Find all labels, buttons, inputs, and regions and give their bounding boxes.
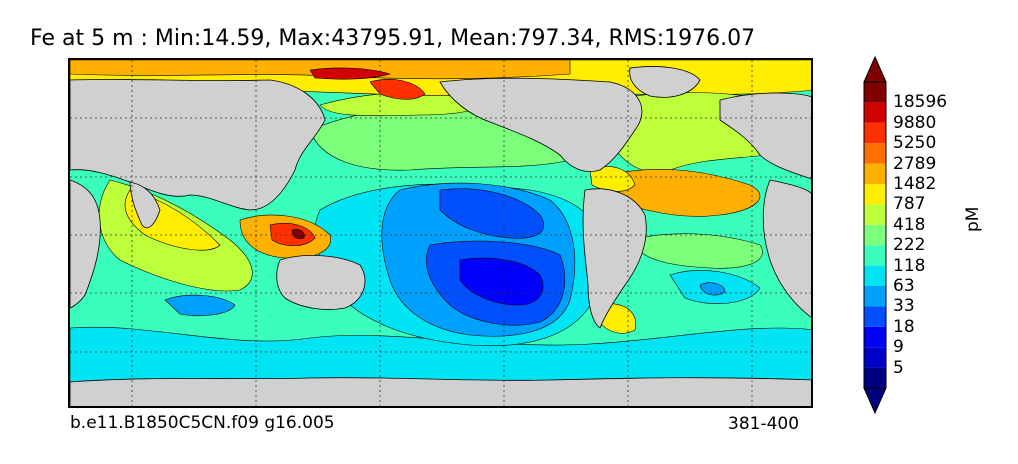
year-range-caption: 381-400: [728, 414, 800, 434]
colorbar-tick-label: 418: [893, 214, 926, 235]
colorbar-tick-label: 222: [893, 235, 926, 256]
colorbar-tick-label: 118: [893, 255, 926, 276]
colorbar-tick-label: 5: [893, 357, 904, 378]
colorbar-segment: [864, 82, 886, 103]
colorbar-graphic: [863, 55, 887, 415]
land-africa-right: [762, 179, 811, 318]
land-masses: [70, 66, 811, 406]
colorbar-segment: [864, 367, 886, 388]
colorbar-tick-label: 18596: [893, 92, 948, 113]
land-india: [129, 181, 161, 229]
colorbar-segment: [864, 306, 886, 327]
colorbar-tick-label: 1482: [893, 174, 937, 194]
bering-red: [369, 79, 426, 100]
colorbar-unit-label: pM: [963, 206, 983, 232]
arctic-red: [309, 67, 392, 80]
colorbar-segment: [864, 224, 886, 246]
run-name-caption: b.e11.B1850C5CN.f09 g16.005: [70, 413, 335, 433]
colorbar-tick-label: 5250: [893, 133, 937, 154]
atlantic-orange: [609, 168, 761, 217]
colorbar-tick-label: 2789: [893, 153, 937, 174]
land-australia: [276, 255, 366, 310]
colorbar-tick-label: 63: [893, 276, 915, 296]
colorbar-tick-label: 9880: [893, 112, 937, 133]
colorbar-tick-label: 787: [893, 194, 926, 215]
colorbar-segment: [864, 347, 886, 368]
land-europe-east: [719, 92, 811, 180]
map-canvas: [70, 60, 811, 406]
land-greenland: [629, 66, 701, 98]
colorbar-segment: [864, 326, 886, 348]
colorbar-segment: [864, 245, 886, 266]
colorbar-segment: [864, 184, 886, 205]
colorbar-segment: [864, 102, 886, 123]
land-antarctica: [70, 377, 811, 406]
colorbar-segment: [864, 265, 886, 286]
colorbar-segment: [864, 122, 886, 144]
colorbar-tick-label: 9: [893, 337, 904, 358]
atlantic-blue-spot: [699, 282, 726, 296]
colorbar-segment: [864, 163, 886, 184]
colorbar-segment: [864, 143, 886, 164]
colorbar-segment: [864, 204, 886, 225]
indian-blue-spot: [164, 294, 236, 316]
land-south-america: [582, 188, 647, 329]
south-atlantic-green: [629, 233, 763, 269]
colorbar: [860, 55, 890, 419]
colorbar-extend-min: [863, 387, 887, 415]
graticule: [70, 60, 811, 406]
colorbar-tick-label: 33: [893, 296, 915, 317]
colorbar-extend-max: [863, 55, 887, 83]
colorbar-tick-label: 18: [893, 316, 915, 337]
maritime-continent-maroon: [291, 229, 305, 240]
land-north-america: [439, 77, 643, 172]
figure-title: Fe at 5 m : Min:14.59, Max:43795.91, Mea…: [30, 26, 756, 51]
land-africa: [70, 179, 101, 309]
ocean-iron-map: [68, 58, 813, 408]
colorbar-segment: [864, 286, 886, 307]
pacific-blue: [439, 188, 545, 239]
